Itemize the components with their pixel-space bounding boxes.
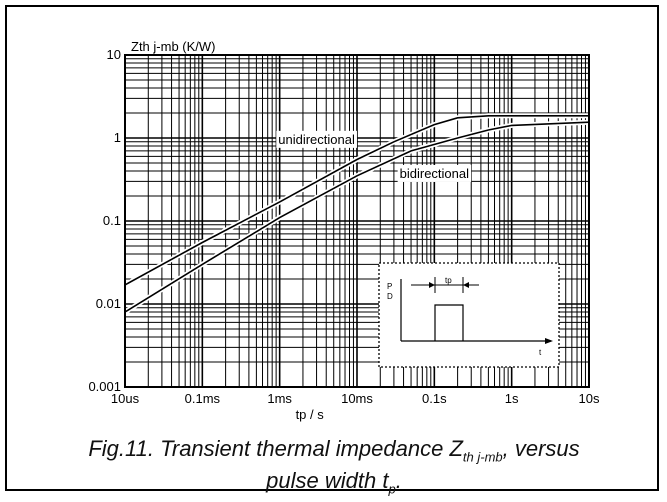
x-tick-label: 10s: [579, 391, 600, 406]
caption-suffix: .: [395, 468, 402, 494]
inset-label-p: P: [387, 282, 392, 291]
caption-sub2: p: [388, 481, 396, 497]
tick-labels: 10us 0.1ms 1ms 10ms 0.1s 1s 10s 0.001 0.01 0.1 1 10: [88, 47, 600, 406]
caption-sub: th j-mb: [462, 449, 503, 465]
series-layer: unidirectional bidirectional: [123, 113, 590, 315]
caption-prefix: Fig.11. Transient thermal impedance Z: [88, 436, 463, 461]
x-tick-label: 10us: [111, 391, 140, 406]
x-tick-label: 0.1s: [422, 391, 447, 406]
y-tick-label: 0.1: [103, 213, 121, 228]
caption-line2: pulse width t: [266, 468, 389, 494]
x-axis-label: tp / s: [296, 407, 325, 422]
series-label-bidirectional-bg: [397, 164, 472, 182]
inset-pulse: [434, 304, 464, 341]
plot-border: [124, 54, 590, 388]
series-line-unidirectional: [124, 115, 589, 286]
caption-middle: , versus: [502, 436, 580, 461]
y-tick-label: 10: [107, 47, 121, 62]
inset-dim-arrow-left: [429, 282, 435, 288]
y-tick-label: 0.001: [88, 379, 121, 394]
y-axis-label: Zth j-mb (K/W): [131, 39, 216, 54]
inset-arrow: [545, 338, 553, 344]
x-tick-label: 1s: [505, 391, 519, 406]
inset-dim-arrow-right: [463, 282, 469, 288]
inset-label-t: t: [539, 348, 542, 357]
inset-box: [378, 262, 560, 368]
y-tick-label: 0.01: [96, 296, 121, 311]
y-tick-label: 1: [114, 130, 121, 145]
series-label-unidirectional-bg: [276, 130, 357, 148]
inset-label-d: D: [387, 292, 393, 301]
series-line-bidirectional: [124, 121, 590, 313]
series-label-unidirectional: unidirectional: [278, 132, 355, 147]
x-tick-label: 1ms: [267, 391, 292, 406]
inset-label-tp: tp: [445, 276, 452, 285]
x-tick-label: 0.1ms: [185, 391, 221, 406]
series-label-bidirectional: bidirectional: [400, 166, 469, 181]
figure-caption: Fig.11. Transient thermal impedance Zth …: [7, 437, 661, 502]
x-tick-label: 10ms: [341, 391, 373, 406]
